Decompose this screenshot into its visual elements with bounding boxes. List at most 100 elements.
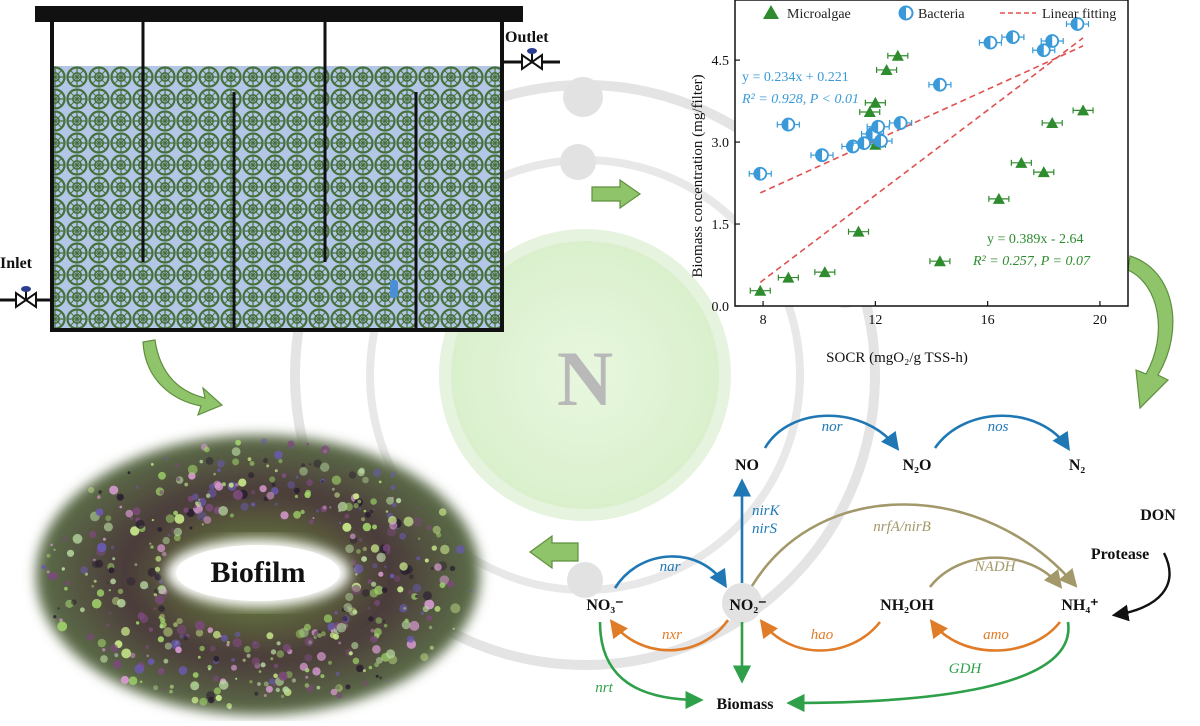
- scatter-chart: 8 12 16 20 0.0 1.5 3.0 4.5 Microalgae Bacteria …: [690, 0, 1129, 366]
- inlet-label: Inlet: [0, 255, 33, 272]
- microalgae-point: [1041, 116, 1063, 128]
- arrow-to-chart: [591, 178, 642, 210]
- fit-line-bacteria: [759, 45, 1084, 194]
- microalgae-point: [988, 192, 1010, 204]
- microalgae-equation: y = 0.389x - 2.64: [987, 232, 1084, 247]
- arrow-to-biofilm: [528, 534, 579, 570]
- enzyme-nrfa-nirb: nrfA/nirB: [873, 519, 931, 535]
- arrow-no2-to-no3: [609, 619, 730, 652]
- x-tick-label: 8: [760, 313, 767, 328]
- fit-line-microalgae: [759, 37, 1084, 283]
- nitrogen-pathway: NO N₂O N₂ NO₃⁻ NO₂⁻ NH₂OH NH₄⁺ DON Bioma…: [586, 414, 1176, 713]
- suspended-carriers: [52, 66, 502, 330]
- x-tick-label: 20: [1093, 313, 1107, 328]
- outlet-valve: [502, 48, 560, 71]
- bacteria-point: [869, 134, 893, 148]
- species-n2: N₂: [1069, 457, 1086, 474]
- microalgae-point: [875, 63, 898, 75]
- axis-ticks: 8 12 16 20 0.0 1.5 3.0 4.5: [712, 54, 1107, 328]
- species-n2o: N₂O: [903, 457, 932, 474]
- arrow-reactor-to-biofilm: [142, 339, 224, 417]
- arrow-no2-to-nh4: [750, 503, 1078, 588]
- reactor-lid: [35, 6, 523, 22]
- bacteria-point: [866, 119, 890, 134]
- bacteria-point: [1032, 43, 1056, 58]
- bacteria-point: [978, 35, 1003, 50]
- bacteria-point: [748, 166, 772, 181]
- bacteria-equation: y = 0.234x + 0.221: [742, 70, 849, 85]
- reactor-wall: [50, 22, 504, 332]
- center-n-label: N: [557, 335, 613, 422]
- bacteria-point: [1001, 30, 1025, 45]
- enzyme-nor: nor: [822, 419, 843, 435]
- enzyme-protease: Protease: [1091, 546, 1149, 563]
- species-no: NO: [735, 457, 759, 474]
- orbit-electron: [560, 144, 596, 180]
- bacteria-point: [1040, 34, 1064, 48]
- arrow-nh2oh-to-nh4: [928, 556, 1063, 589]
- orbit-electron: [722, 583, 762, 623]
- orbit-electron: [567, 562, 603, 598]
- legend-label-microalgae: Microalgae: [787, 7, 851, 22]
- outlet-label: Outlet: [505, 29, 549, 46]
- arrow-n2o-to-n2: [933, 414, 1070, 452]
- enzyme-nar: nar: [660, 559, 681, 575]
- microalgae-point: [1072, 104, 1094, 116]
- arrow-nh2oh-to-no2: [759, 619, 882, 652]
- enzyme-nxr: nxr: [662, 627, 682, 643]
- species-no3: NO₃⁻: [586, 597, 623, 614]
- arrow-no3-to-no2: [613, 555, 727, 589]
- species-nh2oh: NH₂OH: [880, 597, 934, 614]
- microalgae-point: [847, 225, 870, 237]
- biofilm-label: Biofilm: [211, 556, 306, 589]
- orbit-electron: [563, 77, 603, 117]
- bacteria-point: [889, 116, 913, 130]
- legend-label-fit: Linear fitting: [1042, 7, 1116, 22]
- y-tick-label: 1.5: [712, 218, 730, 233]
- microalgae-point: [814, 266, 836, 278]
- data-points: [748, 17, 1094, 296]
- arrow-no-to-n2o: [763, 414, 900, 451]
- arrow-nh4-to-biomass: [786, 621, 1070, 713]
- bacteria-point: [1065, 17, 1090, 31]
- microalgae-point: [929, 255, 951, 267]
- microalgae-point: [1010, 156, 1032, 168]
- enzyme-nrt: nrt: [595, 680, 613, 696]
- bacteria-point: [928, 77, 952, 92]
- fit-lines: [759, 37, 1084, 283]
- species-nh4: NH₄⁺: [1061, 597, 1098, 614]
- bacteria-r2: R² = 0.928, P < 0.01: [741, 92, 859, 107]
- legend-marker-microalgae: [763, 5, 779, 19]
- arrow-nh4-to-nh2oh: [929, 619, 1062, 652]
- orbit-rings: [290, 77, 880, 670]
- flow-arrows: [142, 178, 1174, 570]
- inlet-valve: [0, 286, 52, 309]
- enzyme-nadh: NADH: [974, 559, 1017, 575]
- arrow-chart-to-pathway: [1127, 255, 1174, 410]
- microalgae-point: [777, 271, 799, 283]
- y-tick-label: 0.0: [712, 300, 730, 315]
- biofilm-specks: [41, 438, 472, 710]
- microalgae-r2: R² = 0.257, P = 0.07: [972, 254, 1091, 269]
- microalgae-point: [864, 96, 886, 108]
- legend-label-bacteria: Bacteria: [918, 7, 965, 22]
- nitrogen-nucleus: [439, 229, 731, 521]
- chart-legend: Microalgae Bacteria Linear fitting: [763, 5, 1116, 22]
- x-axis-label: SOCR (mgO₂/g TSS-h): [826, 350, 968, 366]
- enzyme-nos: nos: [988, 419, 1009, 435]
- enzyme-nirs: nirS: [752, 521, 778, 537]
- enzyme-amo: amo: [983, 627, 1009, 643]
- microalgae-point: [749, 284, 771, 296]
- reactor: Inlet Outlet: [0, 6, 560, 332]
- microalgae-point: [887, 49, 909, 61]
- x-tick-label: 12: [868, 313, 882, 328]
- y-tick-label: 4.5: [712, 54, 730, 69]
- microalgae-point: [1033, 166, 1055, 178]
- bacteria-point: [776, 117, 800, 132]
- species-no2: NO₂⁻: [729, 597, 766, 614]
- enzyme-nirk: nirK: [752, 503, 781, 519]
- microalgae-point: [859, 106, 881, 118]
- biofilm-image: [36, 435, 480, 715]
